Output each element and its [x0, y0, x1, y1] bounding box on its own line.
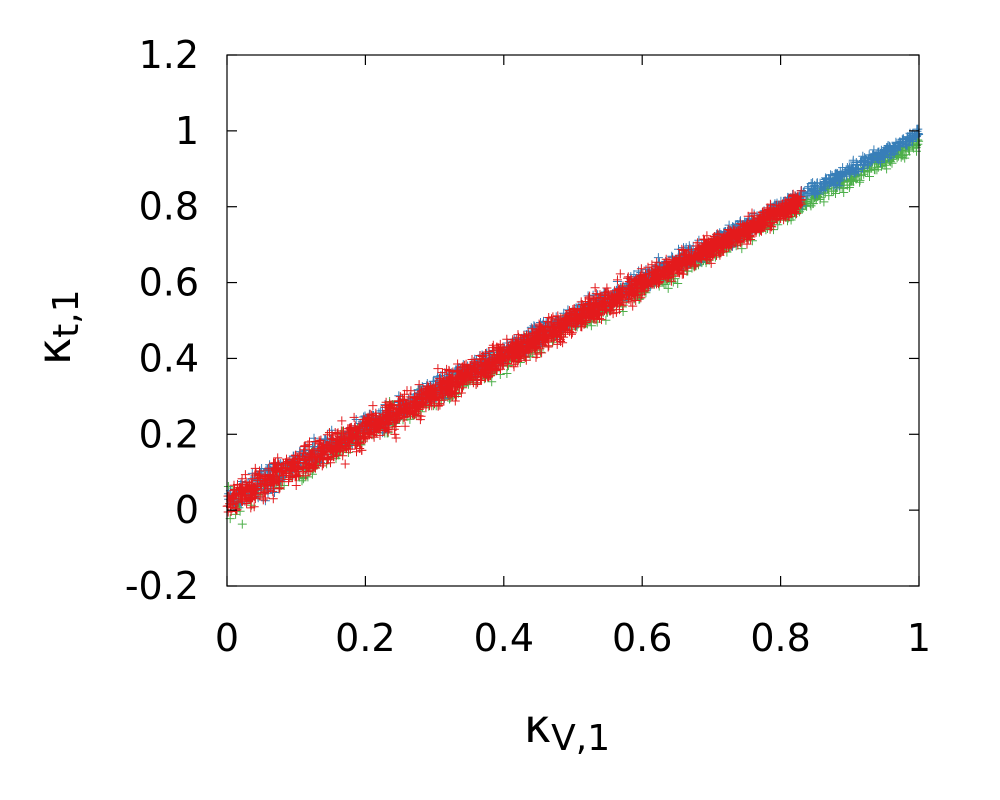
y-tick-label: 0 — [175, 488, 199, 532]
scatter-series-2 — [222, 186, 806, 517]
y-tick-label: 0.6 — [139, 261, 199, 305]
y-axis-label-sub: t,1 — [46, 289, 87, 337]
points-layer — [222, 124, 924, 529]
x-axis-label-main: κ — [524, 699, 551, 753]
ticks-layer — [226, 54, 920, 587]
y-tick-label: 0.2 — [139, 412, 199, 456]
y-tick-label: 0.4 — [139, 336, 199, 380]
plot-frame — [226, 54, 920, 587]
x-tick-label: 0.2 — [335, 616, 395, 660]
y-axis-label: κt,1 — [27, 289, 87, 365]
y-axis-label-main: κ — [27, 338, 81, 365]
x-tick-label: 0.4 — [474, 616, 534, 660]
x-tick-label: 0 — [215, 616, 239, 660]
x-tick-label: 0.8 — [750, 616, 810, 660]
tick-labels-layer: 0 0.2 0.4 0.6 0.8 1 -0.2 0 0.2 0.4 0.6 0.8 1 1.2 — [125, 33, 931, 660]
y-tick-label: 0.8 — [139, 185, 199, 229]
x-tick-label: 1 — [907, 616, 931, 660]
y-tick-label: -0.2 — [125, 564, 199, 608]
x-tick-label: 0.6 — [612, 616, 672, 660]
y-tick-label: 1 — [175, 109, 199, 153]
x-axis-label-sub: V,1 — [551, 718, 610, 759]
x-axis-label: κV,1 — [524, 699, 610, 759]
y-tick-label: 1.2 — [139, 33, 199, 77]
scatter-points — [222, 186, 806, 517]
